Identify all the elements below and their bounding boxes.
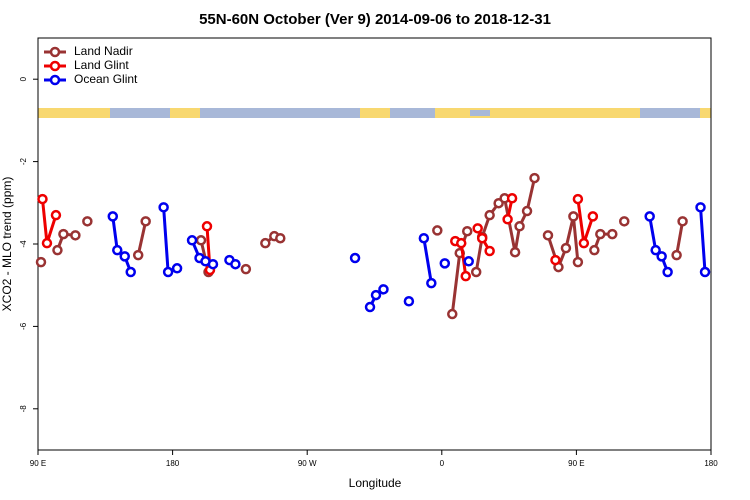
data-point	[550, 254, 561, 266]
x-tick-label: 180	[166, 459, 180, 468]
data-point	[572, 256, 584, 268]
x-tick-label: 90 W	[298, 459, 317, 468]
data-point	[484, 245, 495, 257]
data-point	[70, 230, 81, 241]
data-point	[472, 223, 483, 234]
data-point	[607, 228, 618, 240]
data-point	[432, 225, 443, 236]
data-point	[470, 266, 482, 278]
data-point	[418, 232, 430, 244]
y-tick-label: -4	[19, 240, 28, 248]
x-tick-label: 0	[440, 459, 445, 468]
legend-label: Land Glint	[74, 58, 129, 72]
data-point	[50, 209, 62, 221]
data-point	[476, 232, 488, 244]
data-point	[119, 251, 130, 262]
series-line	[56, 177, 685, 315]
data-point	[572, 193, 584, 205]
x-tick-label: 180	[704, 459, 718, 468]
data-point	[107, 211, 119, 222]
data-point	[378, 284, 389, 295]
data-point	[201, 221, 213, 232]
y-tick-label: -2	[19, 157, 28, 165]
data-point	[195, 235, 207, 246]
data-point	[52, 244, 63, 256]
data-point	[41, 237, 53, 249]
x-tick-label: 90 E	[568, 459, 584, 468]
y-tick-label: -6	[19, 322, 28, 330]
data-point	[589, 244, 600, 256]
data-point	[260, 237, 271, 249]
chart-title: 55N-60N October (Ver 9) 2014-09-06 to 20…	[199, 11, 551, 28]
data-point	[439, 258, 451, 269]
data-point	[230, 258, 241, 270]
data-point	[447, 308, 458, 320]
legend-marker	[49, 60, 61, 72]
data-point	[403, 296, 415, 307]
data-point	[463, 256, 474, 267]
y-tick-label: 0	[19, 76, 28, 81]
data-point	[671, 249, 682, 261]
data-point	[240, 263, 252, 275]
data-point	[656, 251, 667, 262]
data-point	[158, 202, 169, 213]
map-strip	[38, 108, 711, 118]
data-point	[186, 235, 198, 246]
data-point	[171, 263, 183, 274]
data-point	[132, 249, 144, 261]
data-point	[207, 258, 219, 270]
y-tick-label: -8	[19, 405, 28, 413]
legend-label: Ocean Glint	[74, 72, 138, 86]
data-point	[542, 230, 554, 241]
data-point	[125, 266, 136, 278]
data-point	[349, 252, 361, 264]
data-point	[595, 228, 606, 240]
data-point	[521, 205, 533, 217]
data-point	[455, 237, 467, 249]
legend-marker	[49, 74, 61, 86]
data-point	[140, 216, 151, 227]
data-point	[514, 221, 525, 232]
data-point	[650, 244, 661, 256]
data-point	[506, 193, 518, 204]
data-point	[162, 266, 174, 278]
data-point	[370, 289, 382, 301]
data-point	[578, 237, 590, 249]
legend-marker	[49, 46, 61, 58]
data-point	[699, 266, 711, 278]
data-point	[695, 202, 706, 213]
data-point	[619, 216, 630, 227]
x-axis-label: Longitude	[349, 476, 402, 490]
data-point	[112, 244, 123, 256]
data-point	[587, 211, 599, 222]
y-axis-label: XCO2 - MLO trend (ppm)	[0, 177, 14, 312]
data-point	[568, 211, 579, 222]
legend-label: Land Nadir	[74, 44, 133, 58]
data-point	[560, 242, 572, 254]
data-point	[35, 256, 47, 268]
data-point	[662, 266, 673, 278]
series-line	[40, 197, 595, 277]
data-point	[37, 193, 48, 205]
x-tick-label: 90 E	[30, 459, 46, 468]
data-point	[484, 209, 495, 221]
data-point	[644, 211, 655, 222]
plot-frame	[37, 37, 712, 451]
data-point	[677, 216, 688, 227]
data-point	[364, 301, 376, 313]
data-point	[502, 214, 513, 225]
data-point	[460, 270, 471, 282]
data-point	[58, 228, 69, 240]
data-point	[82, 216, 93, 227]
data-point	[426, 277, 437, 289]
data-point	[509, 246, 521, 258]
data-point	[461, 225, 473, 237]
data-point	[529, 172, 540, 184]
data-point	[275, 232, 286, 244]
